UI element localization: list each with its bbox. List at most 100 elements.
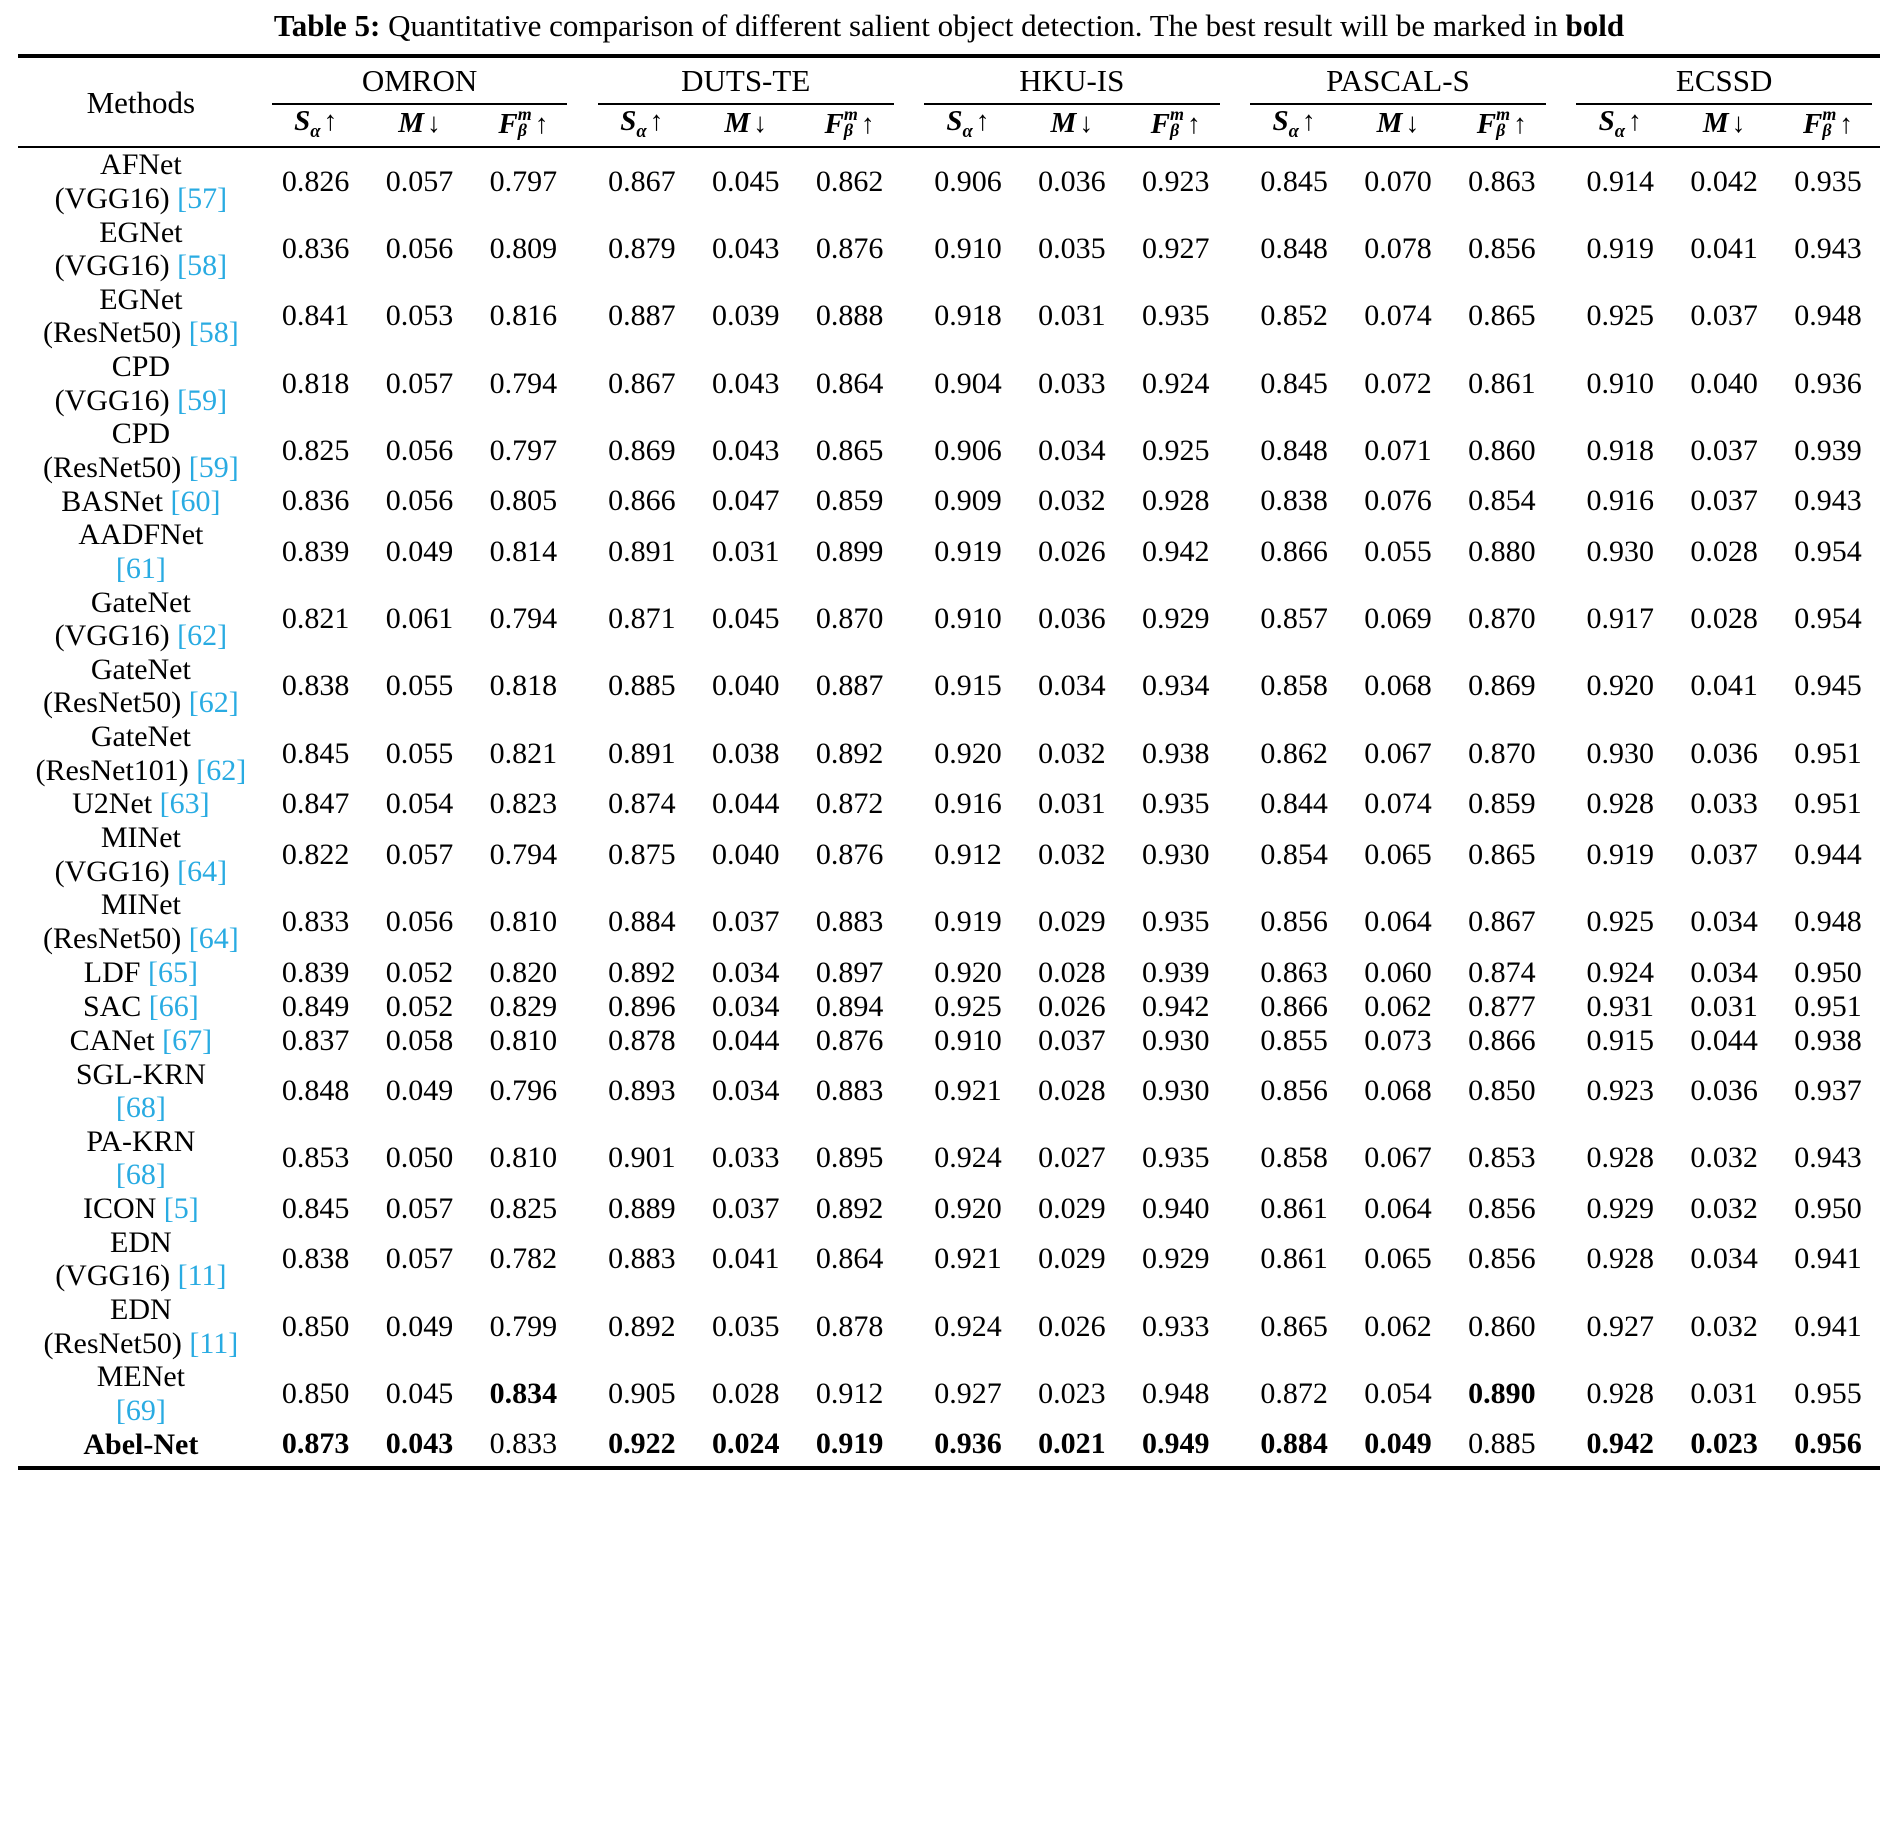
value-gap: [1228, 1024, 1243, 1058]
value-cell: 0.870: [1468, 736, 1536, 770]
method-name: SGL-KRN: [75, 1057, 206, 1091]
value-cell: 0.847: [281, 787, 350, 821]
value-gap: [1554, 888, 1569, 955]
dataset-header-duts-te: DUTS-TE: [681, 62, 811, 98]
value-cell: 0.055: [385, 669, 454, 703]
method-cell: Abel-Net: [18, 1427, 264, 1461]
value-gap: [902, 653, 917, 720]
value-cell: 0.920: [934, 1191, 1002, 1225]
value-cell: 0.818: [281, 366, 350, 400]
table-row: GateNet (ResNet50) [62] 0.838 0.055 0.818 0.8…: [18, 653, 1880, 720]
value-cell: 0.916: [934, 787, 1002, 821]
value-cell: 0.867: [1468, 904, 1536, 938]
method-name: MINet: [100, 821, 181, 855]
citation-link: [57]: [177, 182, 228, 216]
value-cell: 0.939: [1141, 955, 1210, 989]
value-cell: 0.061: [385, 602, 454, 636]
table-row: AFNet (VGG16) [57] 0.826 0.057 0.797 0.867 0.0…: [18, 147, 1880, 215]
table-row: GateNet (ResNet101) [62] 0.845 0.055 0.821 0.…: [18, 720, 1880, 787]
value-cell: 0.031: [1690, 989, 1758, 1023]
value-cell: 0.023: [1690, 1427, 1758, 1461]
value-cell: 0.912: [934, 837, 1002, 871]
method-variant: (ResNet50): [42, 921, 182, 955]
value-cell: 0.876: [815, 837, 884, 871]
value-cell: 0.794: [489, 837, 558, 871]
value-cell: 0.782: [489, 1242, 558, 1276]
value-cell: 0.948: [1141, 1376, 1210, 1410]
value-gap: [902, 1192, 917, 1226]
value-cell: 0.943: [1794, 232, 1862, 266]
value-cell: 0.057: [385, 165, 454, 199]
value-cell: 0.041: [1690, 232, 1758, 266]
value-cell: 0.924: [1141, 366, 1210, 400]
value-cell: 0.865: [1260, 1309, 1328, 1343]
dataset-header-omron: OMRON: [361, 62, 478, 98]
method-cell: GateNet (VGG16) [62]: [18, 586, 264, 653]
value-cell: 0.054: [1364, 1376, 1432, 1410]
value-cell: 0.929: [1141, 1242, 1210, 1276]
value-cell: 0.037: [711, 1191, 780, 1225]
value-cell: 0.069: [1364, 602, 1432, 636]
value-cell: 0.876: [815, 232, 884, 266]
value-cell: 0.925: [1586, 904, 1654, 938]
value-cell: 0.045: [711, 165, 780, 199]
value-cell: 0.026: [1038, 1309, 1106, 1343]
dataset-header-pascal-s: PASCAL-S: [1326, 62, 1470, 98]
value-gap: [575, 350, 590, 417]
value-cell: 0.040: [711, 837, 780, 871]
value-cell: 0.874: [1468, 955, 1536, 989]
value-cell: 0.032: [1038, 837, 1106, 871]
value-cell: 0.919: [934, 904, 1002, 938]
value-cell: 0.805: [489, 484, 558, 518]
value-cell: 0.856: [1468, 1191, 1536, 1225]
value-cell: 0.872: [1260, 1376, 1328, 1410]
value-cell: 0.854: [1260, 837, 1328, 871]
value-cell: 0.073: [1364, 1023, 1432, 1057]
value-cell: 0.910: [934, 232, 1002, 266]
value-gap: [1228, 888, 1243, 955]
value-cell: 0.874: [608, 787, 676, 821]
value-cell: 0.845: [281, 736, 350, 770]
value-cell: 0.863: [1260, 955, 1328, 989]
value-gap: [902, 720, 917, 787]
value-gap: [1554, 1024, 1569, 1058]
value-cell: 0.951: [1794, 989, 1862, 1023]
value-cell: 0.941: [1794, 1309, 1862, 1343]
value-cell: 0.925: [1141, 433, 1210, 467]
value-cell: 0.954: [1794, 602, 1862, 636]
method-name: BASNet: [61, 484, 163, 518]
value-cell: 0.865: [815, 433, 884, 467]
value-gap: [1228, 1427, 1243, 1461]
value-cell: 0.930: [1141, 1023, 1210, 1057]
value-cell: 0.865: [1468, 837, 1536, 871]
value-cell: 0.848: [1260, 232, 1328, 266]
value-cell: 0.944: [1794, 837, 1862, 871]
metric-header-duts-te-S_alpha-up: Sα ↑: [620, 104, 664, 142]
value-gap: [575, 518, 590, 585]
citation-link: [11]: [177, 1259, 227, 1293]
dataset-header-ecssd: ECSSD: [1675, 62, 1773, 98]
value-cell: 0.948: [1794, 299, 1862, 333]
value-cell: 0.885: [1468, 1427, 1536, 1461]
value-cell: 0.026: [1038, 534, 1106, 568]
value-gap: [1228, 1360, 1243, 1427]
value-cell: 0.901: [608, 1141, 676, 1175]
value-cell: 0.060: [1364, 955, 1432, 989]
value-cell: 0.032: [1690, 1191, 1758, 1225]
value-cell: 0.936: [1794, 366, 1862, 400]
value-cell: 0.934: [1141, 669, 1210, 703]
value-cell: 0.041: [711, 1242, 780, 1276]
value-cell: 0.925: [934, 989, 1002, 1023]
value-cell: 0.057: [385, 1242, 454, 1276]
value-gap: [575, 484, 590, 518]
value-cell: 0.936: [934, 1427, 1002, 1461]
table-caption: Table 5: Quantitative comparison of diff…: [18, 4, 1880, 54]
header-mid-rule: [18, 142, 1880, 149]
table-row: EGNet (VGG16) [58] 0.836 0.056 0.809 0.879 0.0…: [18, 216, 1880, 283]
citation-link: [68]: [115, 1158, 166, 1192]
method-name: Abel-Net: [83, 1427, 199, 1461]
value-gap: [1554, 787, 1569, 821]
value-cell: 0.036: [1690, 1074, 1758, 1108]
method-name: CPD: [111, 417, 171, 451]
